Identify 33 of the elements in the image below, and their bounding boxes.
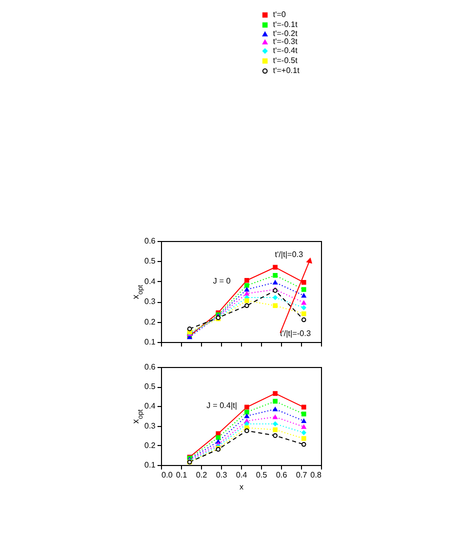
x-tick-label: 0.1 (176, 470, 188, 480)
y-tick-label: 0.3 (144, 297, 156, 306)
y-tick-label: 0.5 (144, 256, 156, 266)
annotation: J = 0 (213, 276, 232, 286)
x-tick-label: 0.7 (296, 470, 308, 480)
y-tick-label: 0.1 (144, 460, 156, 470)
y-tick-label: 0.4 (144, 402, 156, 411)
x-tick-label: 0.2 (196, 470, 208, 480)
y-tick-label: 0.2 (144, 317, 156, 326)
y-tick-label: 0.6 (144, 236, 156, 246)
y-tick-label: 0.3 (144, 421, 156, 430)
x-axis-title: x (240, 482, 244, 492)
legend-label: t'=-0.5t (273, 56, 298, 65)
legend-label: t'=+0.1t (273, 66, 300, 75)
legend-label: t'=-0.4t (273, 46, 298, 55)
x-tick-label: 0.0 (162, 470, 174, 480)
y-tick-label: 0.1 (144, 338, 156, 346)
y-tick-label: 0.5 (144, 382, 156, 392)
y-tick-label: 0.6 (144, 362, 156, 372)
legend-label: t'=0 (273, 10, 286, 19)
x-tick-label: 0.5 (256, 470, 268, 480)
x-tick-label: 0.3 (216, 470, 228, 480)
annotation: t'/|t|=0.3 (274, 250, 304, 260)
annotation: t'/|t|=-0.3 (280, 328, 312, 338)
y-tick-label: 0.4 (144, 276, 156, 286)
annotation: J = 0.4|t| (206, 401, 238, 410)
x-tick-label: 0.8 (310, 470, 322, 480)
legend-label: t'=-0.3t (273, 37, 298, 46)
x-tick-label: 0.6 (276, 470, 288, 480)
legend-label: t'=-0.1t (273, 20, 298, 29)
legend-label: t'=-0.2t (273, 29, 298, 38)
y-tick-label: 0.2 (144, 440, 156, 450)
x-tick-label: 0.4 (236, 470, 248, 480)
